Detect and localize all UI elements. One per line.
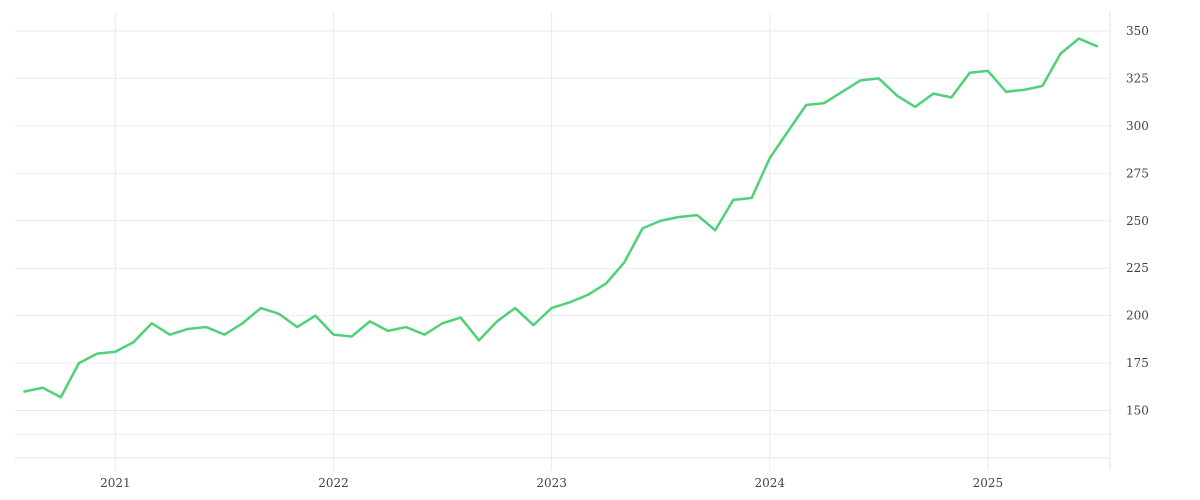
y-tick-label: 300 [1126, 119, 1149, 133]
x-gridlines [114, 12, 989, 458]
y-tick-label: 175 [1126, 356, 1149, 370]
y-tick-label: 250 [1126, 214, 1149, 228]
y-axis-tick-labels: 150 175 200 225 250 275 300 325 350 [1126, 24, 1149, 418]
x-tick-label: 2022 [318, 476, 349, 490]
y-tick-label: 225 [1126, 261, 1149, 275]
series-line [23, 37, 1099, 399]
x-axis-tick-labels: 2021 2022 2023 2024 2025 [100, 476, 1003, 490]
x-tick-label: 2024 [754, 476, 785, 490]
y-tick-label: 350 [1126, 24, 1149, 38]
axes [15, 12, 1111, 470]
y-tick-label: 200 [1126, 309, 1149, 323]
x-tick-label: 2025 [973, 476, 1004, 490]
y-tick-label: 325 [1126, 71, 1149, 85]
y-gridlines [15, 30, 1110, 435]
x-tick-label: 2021 [100, 476, 131, 490]
y-tick-label: 275 [1126, 166, 1149, 180]
series-group [23, 37, 1099, 399]
y-tick-label: 150 [1126, 404, 1149, 418]
x-tick-label: 2023 [536, 476, 567, 490]
